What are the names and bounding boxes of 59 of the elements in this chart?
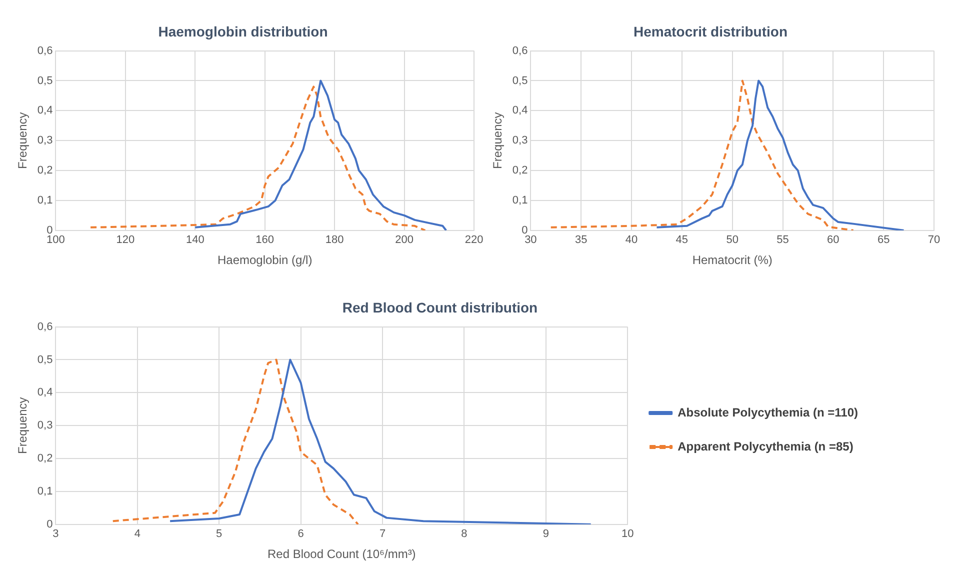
x-tick-label: 4 (134, 528, 140, 540)
x-tick-label: 10 (621, 528, 634, 540)
legend-label: Absolute Polycythemia (n =110) (678, 405, 858, 420)
y-tick-label: 0,2 (37, 164, 53, 177)
y-tick-label: 0,1 (37, 194, 53, 206)
y-tick-label: 0 (46, 224, 53, 236)
x-axis-title: Red Blood Count (10⁶/mm³) (267, 547, 416, 562)
y-tick-label: 0 (46, 518, 53, 530)
y-tick-label: 0,3 (37, 420, 53, 432)
x-tick-label: 40 (625, 234, 638, 246)
x-tick-label: 140 (186, 234, 204, 246)
x-tick-label: 220 (464, 234, 484, 246)
line-series (112, 358, 359, 524)
x-tick-label: 6 (298, 528, 304, 540)
x-tick-label: 3 (52, 528, 59, 540)
chart-title: Haemoglobin distribution (158, 23, 328, 40)
x-tick-label: 60 (827, 234, 840, 246)
y-axis-title: Frequency (490, 112, 505, 169)
chart-title: Hematocrit distribution (633, 23, 788, 40)
line-series (550, 80, 854, 230)
y-tick-label: 0 (522, 224, 528, 236)
x-tick-label: 180 (325, 234, 344, 246)
y-tick-label: 0,2 (37, 452, 53, 465)
y-tick-label: 0,4 (37, 386, 53, 399)
x-axis-title: Haemoglobin (g/l) (217, 253, 312, 268)
y-tick-label: 0,5 (37, 354, 53, 366)
y-tick-label: 0,1 (512, 194, 528, 206)
x-tick-label: 5 (216, 528, 222, 540)
y-tick-label: 0,5 (37, 74, 53, 87)
x-tick-label: 65 (877, 234, 890, 246)
x-tick-label: 9 (542, 528, 549, 540)
x-tick-label: 55 (776, 234, 789, 246)
x-axis-title: Hematocrit (%) (692, 253, 772, 268)
x-tick-label: 160 (256, 234, 274, 246)
y-tick-label: 0,2 (512, 164, 528, 177)
legend-label: Apparent Polycythemia (n =85) (678, 439, 854, 454)
x-tick-label: 70 (928, 234, 940, 246)
x-tick-label: 35 (574, 234, 588, 246)
line-series (90, 86, 426, 230)
y-tick-label: 0,4 (512, 104, 528, 117)
y-tick-label: 0,5 (512, 74, 528, 87)
y-axis-title: Frequency (16, 397, 30, 454)
y-tick-label: 0,3 (37, 134, 53, 147)
x-tick-label: 120 (116, 234, 135, 246)
y-axis-title: Frequency (16, 112, 30, 169)
x-tick-label: 100 (46, 234, 65, 246)
y-tick-label: 0,6 (512, 44, 528, 57)
x-tick-label: 200 (395, 234, 414, 246)
x-tick-label: 7 (379, 528, 386, 540)
y-tick-label: 0,6 (37, 44, 53, 57)
x-tick-label: 45 (676, 234, 688, 246)
x-tick-label: 50 (726, 234, 738, 246)
chart-title: Red Blood Count distribution (342, 299, 538, 316)
y-tick-label: 0,3 (512, 134, 528, 147)
x-tick-label: 30 (524, 234, 537, 246)
y-tick-label: 0,6 (37, 320, 53, 333)
y-tick-label: 0,1 (37, 486, 53, 498)
x-tick-label: 8 (461, 528, 468, 540)
y-tick-label: 0,4 (37, 104, 53, 117)
